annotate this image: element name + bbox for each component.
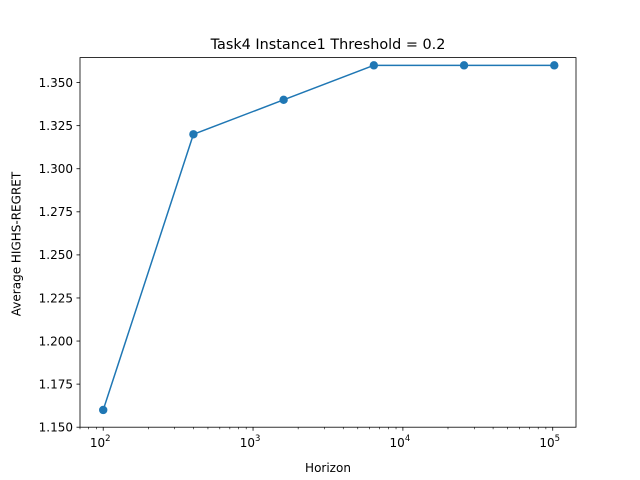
data-point xyxy=(99,405,108,415)
x-tick-base: 10 xyxy=(90,436,105,450)
data-point xyxy=(369,61,379,70)
data-point xyxy=(279,95,288,105)
x-axis-label: Horizon xyxy=(305,461,351,475)
y-tick-label: 1.300 xyxy=(39,162,73,176)
x-tick-exponent: 4 xyxy=(405,434,410,444)
x-tick-base: 10 xyxy=(240,436,255,450)
y-tick-label: 1.225 xyxy=(39,291,73,305)
data-point xyxy=(550,61,559,70)
x-tick-label: 103 xyxy=(240,434,261,450)
x-tick-base: 10 xyxy=(390,436,405,450)
chart-title: Task4 Instance1 Threshold = 0.2 xyxy=(210,37,446,53)
y-tick-label: 1.350 xyxy=(39,76,73,90)
plot-area: 1.150 1.175 1.200 1.225 1.250 1.275 1.300 1.325… xyxy=(39,57,577,450)
x-tick-exponent: 3 xyxy=(255,434,260,444)
y-tick-label: 1.200 xyxy=(39,334,73,348)
data-point xyxy=(459,61,469,70)
y-tick-label: 1.175 xyxy=(39,377,73,391)
x-tick-base: 10 xyxy=(539,436,554,450)
y-tick-label: 1.325 xyxy=(39,119,73,133)
y-tick-label: 1.150 xyxy=(39,421,73,435)
x-tick-label: 102 xyxy=(90,434,111,450)
data-point xyxy=(189,130,198,139)
axes-frame xyxy=(79,57,577,428)
x-tick-label: 104 xyxy=(390,434,411,450)
x-tick-exponent: 5 xyxy=(555,434,560,444)
y-tick-label: 1.250 xyxy=(39,248,73,262)
y-tick-label: 1.275 xyxy=(39,205,73,219)
x-tick-exponent: 2 xyxy=(105,434,110,444)
x-tick-label: 105 xyxy=(539,434,560,450)
series-line xyxy=(102,64,556,411)
y-axis-label: Average HIGHS-REGRET xyxy=(10,171,24,316)
